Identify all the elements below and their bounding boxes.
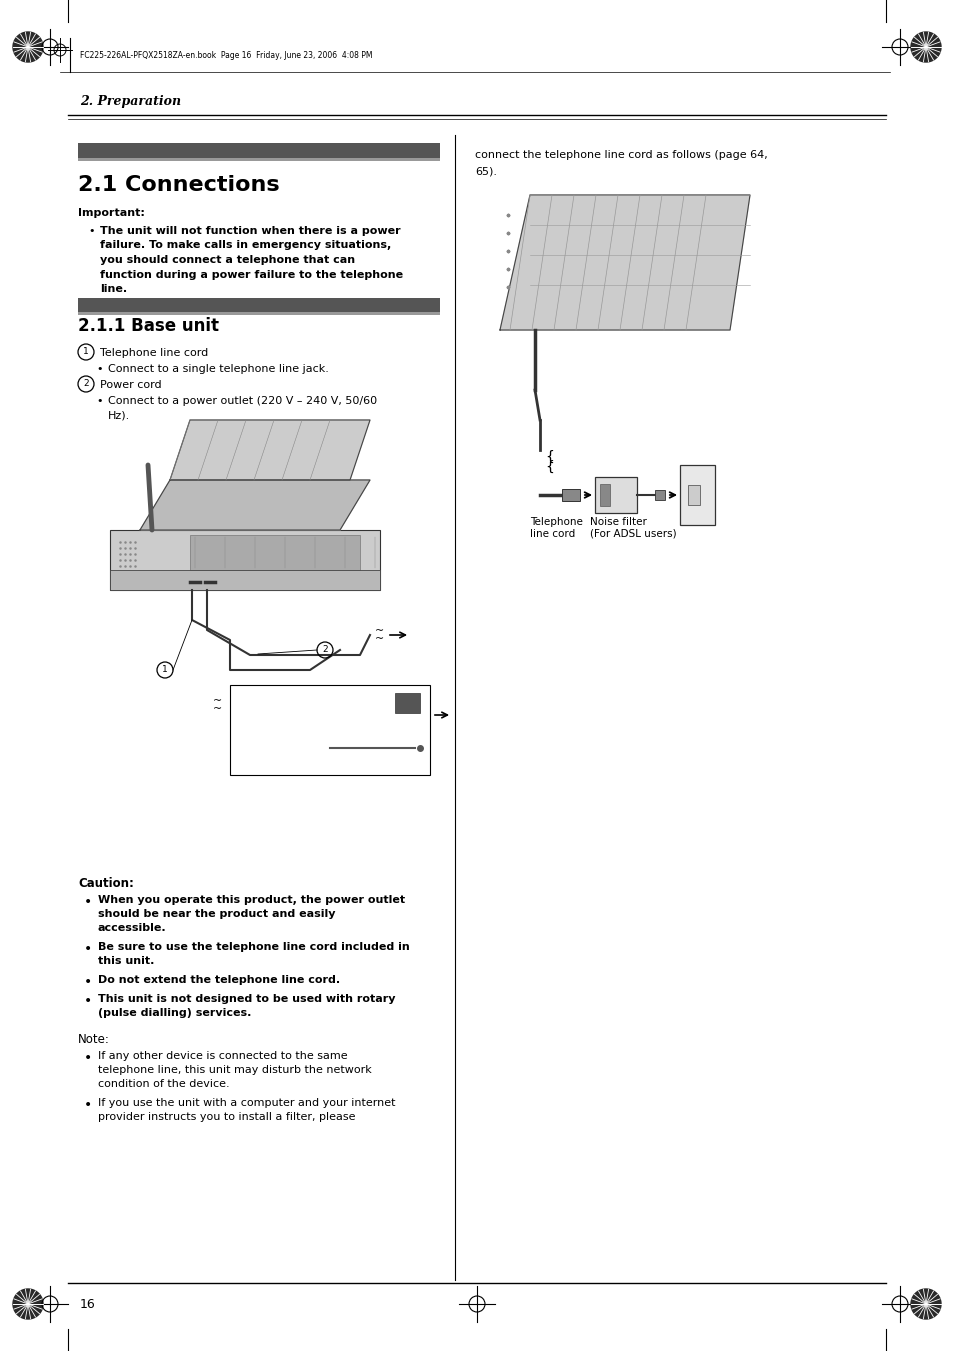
Bar [595,477,637,513]
Text: •: • [84,994,92,1008]
Bar [78,158,439,161]
Text: Be sure to use the telephone line cord included in: Be sure to use the telephone line cord i… [98,942,410,952]
Text: 2: 2 [83,380,89,389]
Bar [655,490,664,500]
Text: When you operate this product, the power outlet: When you operate this product, the power… [98,894,405,905]
Text: This unit is not designed to be used with rotary: This unit is not designed to be used wit… [98,994,395,1004]
Text: •: • [84,1098,92,1112]
Text: Hz).: Hz). [108,411,131,420]
Text: this unit.: this unit. [98,957,154,966]
Polygon shape [13,1289,43,1319]
Text: Power cord: Power cord [100,380,161,390]
Bar [78,299,439,312]
Text: •: • [84,1051,92,1065]
Text: ~
~: ~ ~ [375,627,384,644]
Text: •: • [84,894,92,909]
Bar [561,489,579,501]
Text: failure. To make calls in emergency situations,: failure. To make calls in emergency situ… [100,240,391,250]
Text: 1: 1 [162,666,168,674]
Text: {
{: { { [544,450,554,474]
Text: •: • [88,226,94,236]
Bar [230,685,430,775]
Text: Important:: Important: [78,208,145,218]
Polygon shape [499,195,749,330]
Text: connect the telephone line cord as follows (page 64,: connect the telephone line cord as follo… [475,150,767,159]
Text: you should connect a telephone that can: you should connect a telephone that can [100,255,355,265]
Text: The unit will not function when there is a power: The unit will not function when there is… [100,226,400,236]
Text: Note:: Note: [78,1034,110,1046]
Polygon shape [910,32,940,62]
Text: 2. Preparation: 2. Preparation [80,95,181,108]
Text: 2: 2 [322,646,328,654]
Bar [78,143,439,158]
Bar [687,485,700,505]
Polygon shape [13,32,43,62]
Text: (For Australian
users): (For Australian users) [233,693,305,715]
Text: Telephone
line cord: Telephone line cord [530,517,582,539]
Text: ~
~: ~ ~ [213,696,222,713]
Text: accessible.: accessible. [98,923,167,934]
Text: 2.1.1 Base unit: 2.1.1 Base unit [78,317,219,335]
Text: •: • [84,975,92,989]
Text: 2.1 Connections: 2.1 Connections [78,176,279,195]
Polygon shape [140,480,370,530]
Text: (For New
Zealand users): (For New Zealand users) [233,735,307,757]
Text: Caution:: Caution: [78,877,133,890]
Bar [110,530,379,590]
Text: function during a power failure to the telephone: function during a power failure to the t… [100,269,403,280]
Text: If you use the unit with a computer and your internet: If you use the unit with a computer and … [98,1098,395,1108]
Polygon shape [910,1289,940,1319]
Bar [395,693,419,713]
Text: Connect to a single telephone line jack.: Connect to a single telephone line jack. [108,363,329,374]
Bar [78,312,439,315]
Text: (pulse dialling) services.: (pulse dialling) services. [98,1008,251,1019]
Text: •: • [96,363,102,374]
Text: Connect to a power outlet (220 V – 240 V, 50/60: Connect to a power outlet (220 V – 240 V… [108,396,376,407]
Text: 65).: 65). [475,166,497,176]
Text: •: • [96,396,102,407]
Text: Do not extend the telephone line cord.: Do not extend the telephone line cord. [98,975,340,985]
Text: •: • [84,942,92,957]
Bar [110,570,379,590]
Polygon shape [170,420,370,480]
Text: line.: line. [100,284,127,295]
Bar [599,484,609,507]
Text: Telephone line cord: Telephone line cord [100,349,208,358]
Text: 16: 16 [80,1298,95,1310]
Text: condition of the device.: condition of the device. [98,1079,230,1089]
Text: If any other device is connected to the same: If any other device is connected to the … [98,1051,347,1061]
Text: Noise filter
(For ADSL users): Noise filter (For ADSL users) [589,517,676,539]
Bar [679,465,714,526]
Text: should be near the product and easily: should be near the product and easily [98,909,335,919]
Text: FC225-226AL-PFQX2518ZA-en.book  Page 16  Friday, June 23, 2006  4:08 PM: FC225-226AL-PFQX2518ZA-en.book Page 16 F… [80,50,372,59]
Bar [190,535,359,570]
Text: 1: 1 [83,347,89,357]
Text: provider instructs you to install a filter, please: provider instructs you to install a filt… [98,1112,355,1121]
Text: telephone line, this unit may disturb the network: telephone line, this unit may disturb th… [98,1065,372,1075]
